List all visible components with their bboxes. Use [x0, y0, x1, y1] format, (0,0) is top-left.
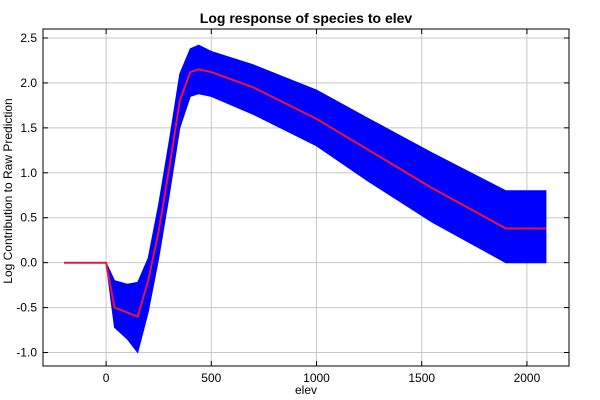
y-tick-label: 2.5: [20, 31, 37, 45]
y-tick-label: 1.5: [20, 121, 37, 135]
y-tick-label: 0.0: [20, 256, 37, 270]
x-tick-label: 1500: [408, 371, 435, 385]
y-tick-label: -0.5: [16, 301, 37, 315]
uncertainty-band: [105, 44, 547, 354]
y-tick-label: -1.0: [16, 346, 37, 360]
x-tick-label: 2000: [514, 371, 541, 385]
x-tick-label: 500: [201, 371, 221, 385]
y-axis-label: Log Contribution to Raw Prediction: [1, 98, 15, 283]
y-tick-label: 0.5: [20, 211, 37, 225]
plot-area: [64, 44, 547, 354]
y-tick-label: 1.0: [20, 166, 37, 180]
plot-frame: [42, 28, 570, 367]
x-axis-label: elev: [295, 383, 317, 397]
x-tick-label: 1000: [303, 371, 330, 385]
y-tick-label: 2.0: [20, 76, 37, 90]
x-tick-label: 0: [103, 371, 110, 385]
axis-ticks: 0 500 1000 1500 2000 -1.0 -0.5 0.0 0.5 1.0 1.5 2.0 2…: [16, 29, 569, 385]
mean-response-line: [64, 68, 546, 318]
chart-title: Log response of species to elev: [200, 10, 413, 26]
